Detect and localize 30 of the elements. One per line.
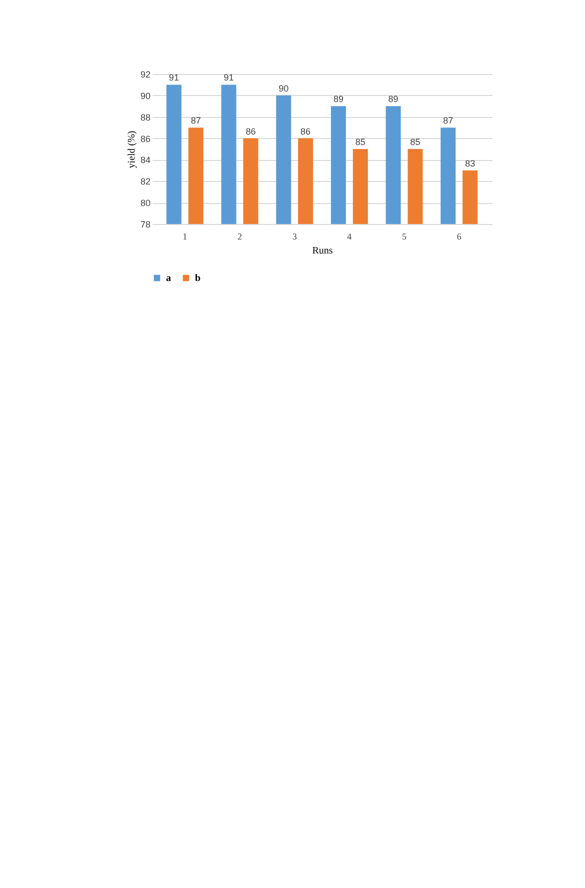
data-label: 91: [224, 72, 234, 83]
y-tick-label: 84: [140, 155, 150, 166]
y-tick-label: 88: [140, 112, 150, 122]
data-label: 87: [443, 116, 454, 126]
data-label: 86: [300, 126, 311, 136]
data-label: 89: [388, 94, 398, 104]
legend-label: a: [166, 273, 171, 284]
data-label: 83: [465, 158, 476, 168]
data-label: 91: [168, 72, 179, 83]
y-tick-label: 92: [140, 70, 150, 80]
y-tick-label: 80: [140, 198, 150, 208]
x-tick-label: 1: [182, 232, 188, 242]
data-label: 90: [278, 83, 289, 94]
data-label: 85: [355, 137, 366, 147]
y-tick-label: 82: [140, 176, 150, 187]
x-tick-label: 5: [402, 232, 408, 242]
y-tick-label: 78: [140, 220, 150, 230]
x-tick-label: 4: [347, 232, 352, 242]
x-tick-label: 2: [237, 232, 242, 242]
y-tick-label: 90: [140, 90, 150, 101]
data-label: 86: [246, 126, 256, 136]
y-tick-label: 86: [140, 134, 150, 144]
data-label: 89: [333, 94, 344, 104]
y-axis-title: yield (%): [126, 130, 138, 168]
legend-label: b: [195, 273, 201, 284]
x-tick-label: 3: [292, 232, 298, 242]
x-tick-label: 6: [456, 232, 462, 242]
data-label: 87: [190, 116, 201, 126]
data-label: 85: [410, 137, 420, 147]
x-axis-title: Runs: [312, 246, 333, 256]
